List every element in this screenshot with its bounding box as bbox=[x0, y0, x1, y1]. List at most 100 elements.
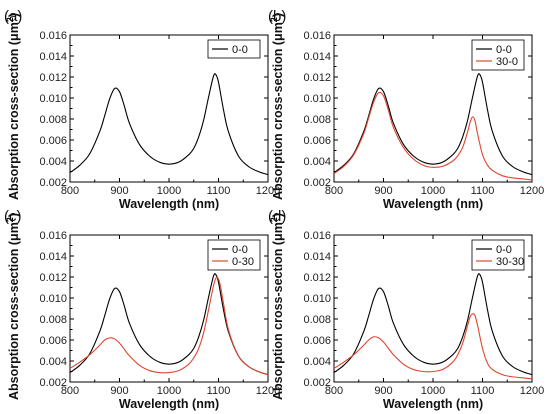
panel-label: (b) bbox=[268, 8, 286, 25]
x-axis-title: Wavelength (nm) bbox=[119, 397, 219, 411]
y-axis-title-unit: μm bbox=[7, 22, 21, 41]
x-tick-label: 900 bbox=[110, 385, 128, 397]
y-tick-label: 0.012 bbox=[303, 272, 331, 284]
y-tick-label: 0.006 bbox=[303, 135, 331, 147]
y-tick-label: 0.002 bbox=[39, 377, 67, 389]
x-axis-title: Wavelength (nm) bbox=[383, 397, 483, 411]
y-tick-label: 0.004 bbox=[39, 156, 67, 168]
y-axis-title-unit: μm bbox=[271, 22, 285, 41]
y-tick-label: 0.014 bbox=[39, 251, 67, 263]
y-tick-label: 0.002 bbox=[39, 177, 67, 189]
y-tick-label: 0.014 bbox=[39, 51, 67, 63]
y-axis-title-unit: μm bbox=[271, 222, 285, 241]
x-axis-title: Wavelength (nm) bbox=[383, 197, 483, 211]
y-axis-title-sup: 2 bbox=[269, 217, 279, 222]
x-tick-label: 1200 bbox=[256, 385, 280, 397]
legend-label: 0-0 bbox=[232, 244, 248, 256]
y-axis-title-sup: 2 bbox=[5, 217, 15, 222]
y-tick-label: 0.008 bbox=[303, 114, 331, 126]
panel-label: (d) bbox=[268, 208, 286, 225]
x-tick-label: 1000 bbox=[421, 185, 445, 197]
panel-c: (c) 0.002 0.004 0.006 0.008 0.010 0.012 0.014 0.… bbox=[4, 208, 280, 411]
legend-label: 30-0 bbox=[496, 56, 518, 68]
y-tick-label: 0.010 bbox=[39, 293, 67, 305]
x-tick-label: 800 bbox=[325, 185, 343, 197]
panel-a: (a) 0.002 0.004 0.006 0.008 0.010 0.012 0.014 0.… bbox=[4, 8, 280, 211]
legend-box bbox=[207, 239, 261, 271]
x-tick-label: 800 bbox=[325, 385, 343, 397]
series-line-0-0 bbox=[334, 273, 532, 376]
y-tick-label: 0.014 bbox=[303, 251, 331, 263]
legend-box bbox=[207, 39, 261, 59]
y-axis-title-main: Absorption cross-section ( bbox=[7, 240, 21, 400]
y-axis-title: Absorption cross-section (μm2) bbox=[269, 213, 285, 400]
y-tick-label: 0.016 bbox=[303, 230, 331, 242]
legend-label: 0-0 bbox=[496, 244, 512, 256]
series-line-30-0 bbox=[334, 91, 532, 181]
x-tick-label: 900 bbox=[110, 185, 128, 197]
y-tick-label: 0.006 bbox=[303, 335, 331, 347]
panel-b: (b) 0.002 0.004 0.006 0.008 0.010 0.012 0.014 0.… bbox=[268, 8, 544, 211]
x-tick-label: 1100 bbox=[207, 185, 231, 197]
y-axis-title-sup: 2 bbox=[269, 17, 279, 22]
x-tick-label: 1200 bbox=[520, 385, 544, 397]
y-tick-label: 0.004 bbox=[39, 356, 67, 368]
legend-label: 0-0 bbox=[496, 44, 512, 56]
y-tick-label: 0.002 bbox=[303, 377, 331, 389]
y-axis-title: Absorption cross-section (μm2) bbox=[269, 13, 285, 200]
x-tick-label: 1200 bbox=[520, 185, 544, 197]
y-tick-label: 0.010 bbox=[39, 93, 67, 105]
y-tick-label: 0.006 bbox=[39, 335, 67, 347]
y-tick-label: 0.016 bbox=[39, 230, 67, 242]
y-tick-label: 0.010 bbox=[303, 93, 331, 105]
y-tick-label: 0.008 bbox=[39, 114, 67, 126]
x-tick-label: 800 bbox=[61, 185, 79, 197]
y-axis-title-end: ) bbox=[271, 13, 285, 17]
legend-label: 30-30 bbox=[496, 256, 524, 268]
y-tick-label: 0.012 bbox=[303, 72, 331, 84]
y-tick-label: 0.004 bbox=[303, 156, 331, 168]
x-tick-label: 900 bbox=[374, 385, 392, 397]
x-tick-label: 1000 bbox=[157, 185, 181, 197]
legend-box bbox=[471, 239, 525, 271]
series-line-30-30 bbox=[334, 313, 532, 380]
legend-box bbox=[471, 39, 525, 71]
y-axis-title: Absorption cross-section (μm2) bbox=[5, 213, 21, 400]
x-tick-label: 1000 bbox=[157, 385, 181, 397]
y-axis-title-unit: μm bbox=[7, 222, 21, 241]
y-tick-label: 0.006 bbox=[39, 135, 67, 147]
x-tick-label: 900 bbox=[374, 185, 392, 197]
series-line-0-30 bbox=[70, 276, 268, 376]
series-line-0-0 bbox=[70, 73, 268, 176]
x-axis-title: Wavelength (nm) bbox=[119, 197, 219, 211]
x-tick-label: 1200 bbox=[256, 185, 280, 197]
legend-label: 0-0 bbox=[232, 44, 248, 56]
y-tick-label: 0.016 bbox=[303, 30, 331, 42]
y-tick-label: 0.008 bbox=[303, 314, 331, 326]
panel-label: (c) bbox=[4, 208, 22, 225]
y-axis-title-main: Absorption cross-section ( bbox=[7, 40, 21, 200]
x-tick-label: 800 bbox=[61, 385, 79, 397]
y-tick-label: 0.014 bbox=[303, 51, 331, 63]
y-tick-label: 0.012 bbox=[39, 72, 67, 84]
y-axis-title-end: ) bbox=[7, 13, 21, 17]
y-tick-label: 0.002 bbox=[303, 177, 331, 189]
legend-label: 0-30 bbox=[232, 256, 254, 268]
y-axis-title-end: ) bbox=[7, 213, 21, 217]
y-tick-label: 0.010 bbox=[303, 293, 331, 305]
x-tick-label: 1100 bbox=[471, 185, 495, 197]
panel-label: (a) bbox=[4, 8, 22, 25]
y-axis-title-main: Absorption cross-section ( bbox=[271, 40, 285, 200]
x-tick-label: 1100 bbox=[207, 385, 231, 397]
series-line-0-0 bbox=[334, 73, 532, 176]
series-line-0-0 bbox=[70, 273, 268, 376]
y-axis-title: Absorption cross-section (μm2) bbox=[5, 13, 21, 200]
y-tick-label: 0.016 bbox=[39, 30, 67, 42]
y-axis-title-sup: 2 bbox=[5, 17, 15, 22]
y-axis-title-main: Absorption cross-section ( bbox=[271, 240, 285, 400]
y-tick-label: 0.012 bbox=[39, 272, 67, 284]
panel-d: (d) 0.002 0.004 0.006 0.008 0.010 0.012 0.014 0.… bbox=[268, 208, 544, 411]
y-tick-label: 0.004 bbox=[303, 356, 331, 368]
x-tick-label: 1100 bbox=[471, 385, 495, 397]
